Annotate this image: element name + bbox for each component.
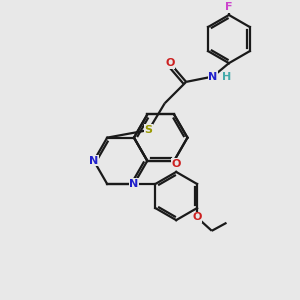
Text: S: S xyxy=(145,125,153,135)
Text: N: N xyxy=(208,71,218,82)
Text: O: O xyxy=(192,212,202,222)
Text: O: O xyxy=(172,159,181,169)
Text: N: N xyxy=(129,179,139,189)
Text: O: O xyxy=(165,58,175,68)
Text: F: F xyxy=(225,2,233,12)
Text: H: H xyxy=(222,71,231,82)
Text: N: N xyxy=(89,156,98,166)
